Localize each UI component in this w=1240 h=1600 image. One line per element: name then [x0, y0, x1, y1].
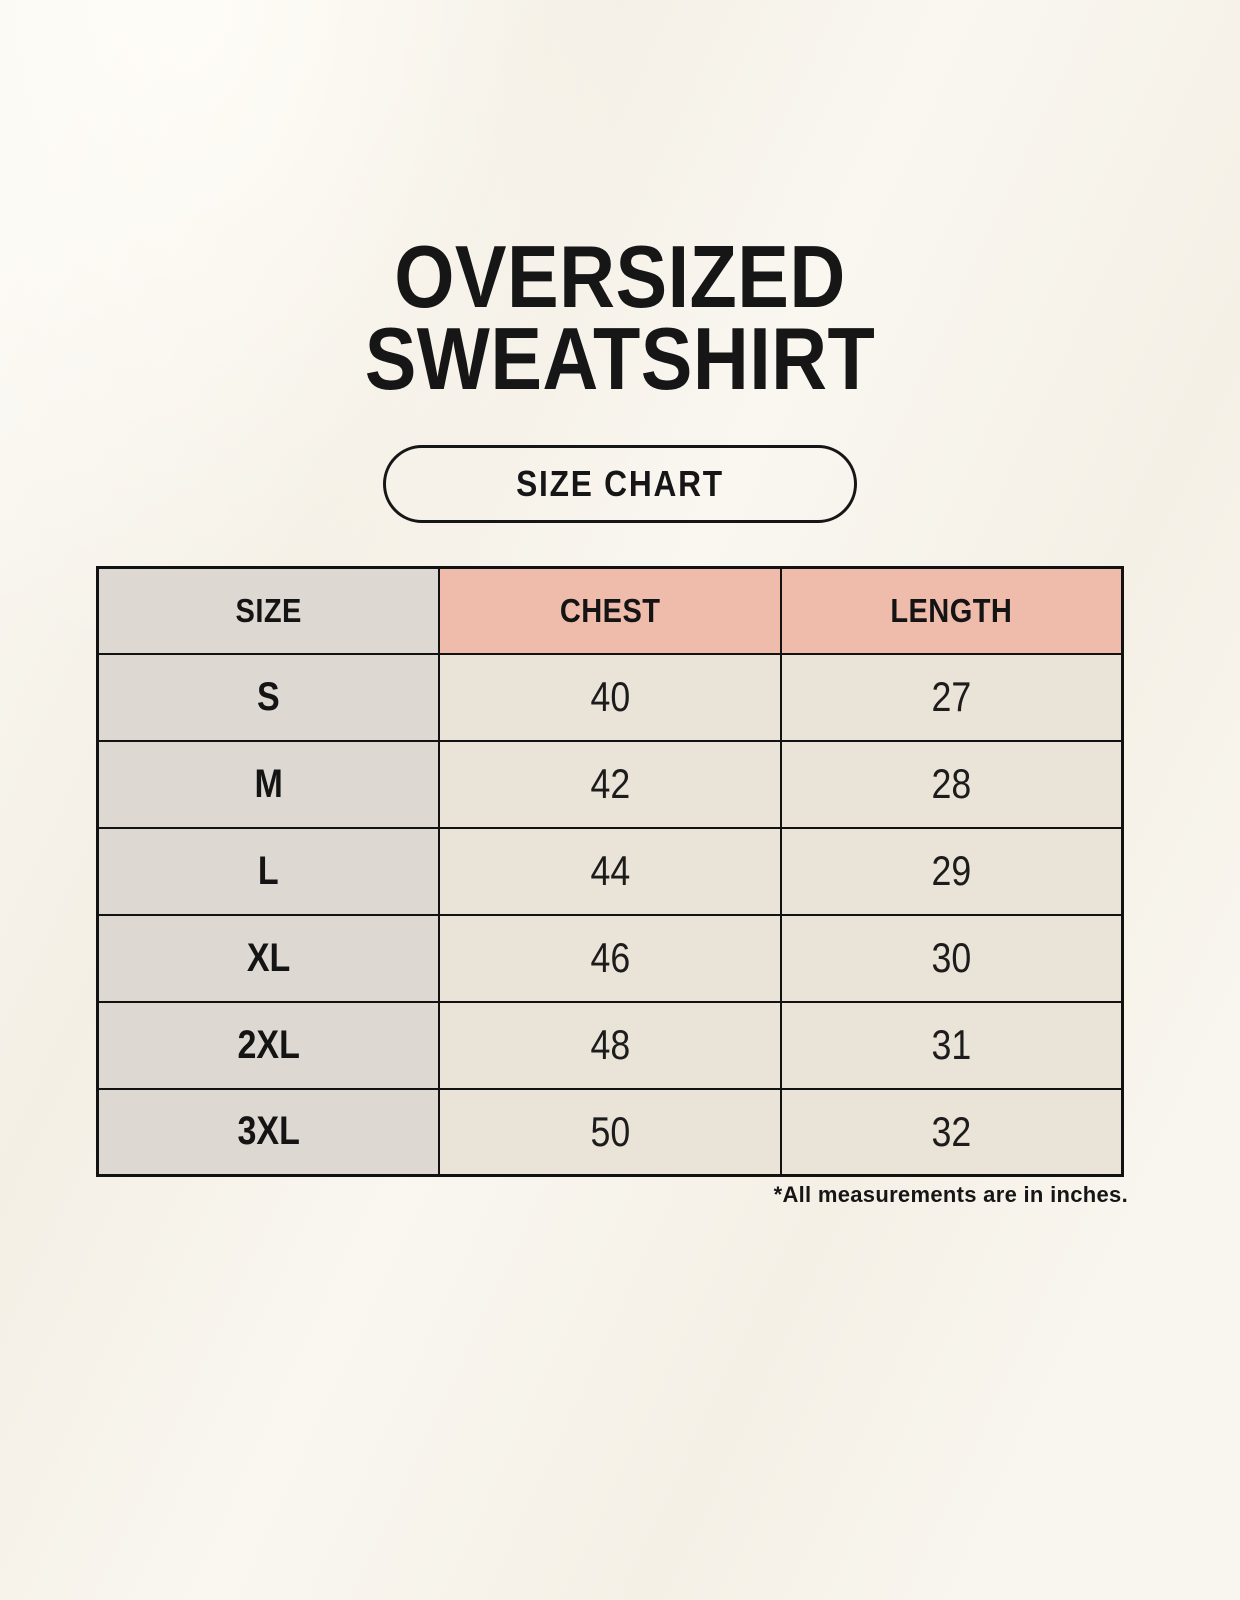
column-header-length-cell: LENGTH [779, 566, 1124, 655]
length-value: 31 [931, 1021, 972, 1068]
length-value: 32 [931, 1107, 972, 1155]
length-cell: 29 [779, 826, 1124, 916]
table-row-l: L 44 29 [96, 826, 1124, 916]
table-row-3xl: 3XL 50 32 [96, 1087, 1124, 1177]
size-table-body: S 40 27 M 42 28 L 44 29 XL 46 30 2XL 48 [96, 652, 1124, 1177]
chest-value: 46 [590, 934, 630, 981]
size-label: L [258, 848, 280, 893]
length-value: 27 [931, 673, 972, 720]
size-cell: 2XL [96, 1000, 441, 1090]
length-value: 28 [931, 760, 972, 807]
table-header-row: SIZE CHEST LENGTH [96, 566, 1124, 655]
size-cell: XL [96, 913, 441, 1003]
column-header-length: LENGTH [890, 591, 1013, 629]
size-cell: M [96, 739, 441, 829]
column-header-chest: CHEST [559, 591, 661, 629]
title-line-1: OVERSIZED [394, 227, 846, 326]
size-cell: L [96, 826, 441, 916]
column-header-size-cell: SIZE [96, 566, 441, 655]
chest-value: 44 [590, 847, 630, 894]
chest-cell: 46 [438, 913, 782, 1003]
length-value: 29 [931, 847, 972, 894]
chest-value: 48 [590, 1021, 630, 1068]
chest-value: 50 [590, 1107, 630, 1155]
length-cell: 32 [779, 1087, 1124, 1177]
length-cell: 27 [779, 652, 1124, 742]
chest-cell: 40 [438, 652, 782, 742]
table-row-s: S 40 27 [96, 652, 1124, 742]
column-header-size: SIZE [235, 591, 302, 629]
size-chart-badge: SIZE CHART [383, 445, 857, 523]
length-value: 30 [931, 934, 972, 981]
table-row-xl: XL 46 30 [96, 913, 1124, 1003]
length-cell: 30 [779, 913, 1124, 1003]
size-label: M [254, 761, 283, 806]
table-row-2xl: 2XL 48 31 [96, 1000, 1124, 1090]
size-label: 3XL [237, 1109, 300, 1154]
column-header-chest-cell: CHEST [438, 566, 782, 655]
size-label: XL [246, 935, 291, 980]
length-cell: 31 [779, 1000, 1124, 1090]
size-label: S [257, 674, 280, 719]
measurements-footnote: *All measurements are in inches. [773, 1182, 1128, 1207]
chest-value: 40 [590, 673, 630, 720]
title-line-2: SWEATSHIRT [364, 308, 876, 408]
length-cell: 28 [779, 739, 1124, 829]
chest-cell: 42 [438, 739, 782, 829]
size-cell: 3XL [96, 1087, 441, 1177]
size-chart-badge-label: SIZE CHART [516, 463, 724, 504]
chest-cell: 50 [438, 1087, 782, 1177]
table-row-m: M 42 28 [96, 739, 1124, 829]
size-table: SIZE CHEST LENGTH S 40 27 M 42 28 [96, 566, 1124, 1177]
chest-cell: 48 [438, 1000, 782, 1090]
chest-value: 42 [590, 760, 630, 807]
size-table-header: SIZE CHEST LENGTH [96, 566, 1124, 655]
chest-cell: 44 [438, 826, 782, 916]
size-label: 2XL [237, 1022, 300, 1067]
size-cell: S [96, 652, 441, 742]
page-title: OVERSIZED SWEATSHIRT [74, 227, 1165, 408]
